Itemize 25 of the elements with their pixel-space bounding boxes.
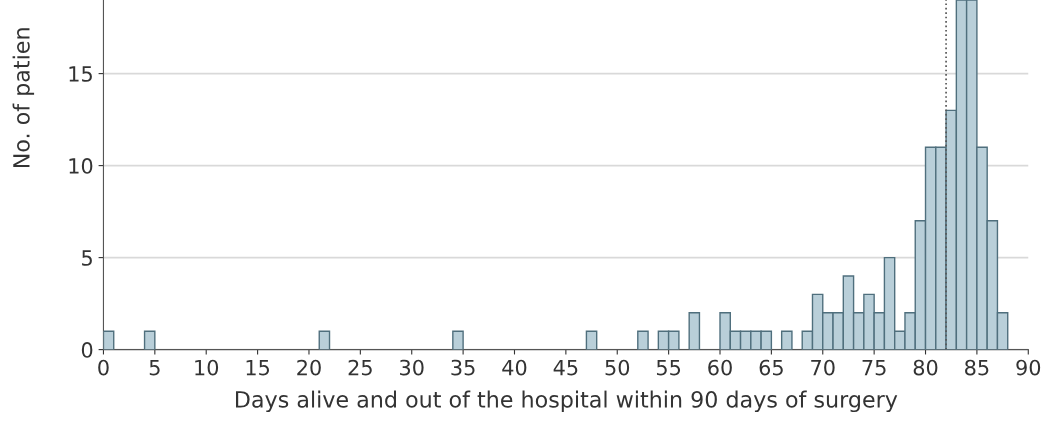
x-tick-label: 15 — [246, 359, 270, 376]
x-tick-label: 90 — [1016, 359, 1041, 376]
x-tick-label: 5 — [149, 359, 160, 376]
x-tick-label: 70 — [811, 359, 835, 376]
x-axis-title: Days alive and out of the hospital within 90 days of surgery — [236, 390, 898, 413]
y-axis-title: No. of patien — [12, 28, 35, 168]
x-tick-label: 30 — [400, 359, 424, 376]
x-tick-label: 60 — [708, 359, 732, 376]
x-tick-label: 40 — [502, 359, 527, 376]
x-tick-label: 55 — [656, 359, 681, 376]
y-tick-label: 5 — [82, 250, 92, 266]
x-tick-label: 85 — [965, 359, 989, 376]
y-tick-label: 10 — [69, 158, 93, 174]
x-tick-label: 20 — [297, 359, 321, 376]
x-tick-label: 35 — [451, 359, 475, 376]
x-tick-label: 10 — [195, 359, 219, 376]
x-tick-label: 50 — [605, 359, 630, 376]
x-tick-label: 45 — [553, 359, 578, 376]
x-tick-label: 25 — [348, 359, 372, 376]
x-tick-label: 65 — [759, 359, 783, 376]
y-tick-label: 0 — [81, 342, 93, 358]
y-tick-label: 15 — [69, 66, 92, 82]
x-tick-label: 75 — [862, 359, 886, 376]
x-tick-label: 0 — [98, 359, 109, 376]
x-tick-label: 80 — [913, 359, 938, 376]
